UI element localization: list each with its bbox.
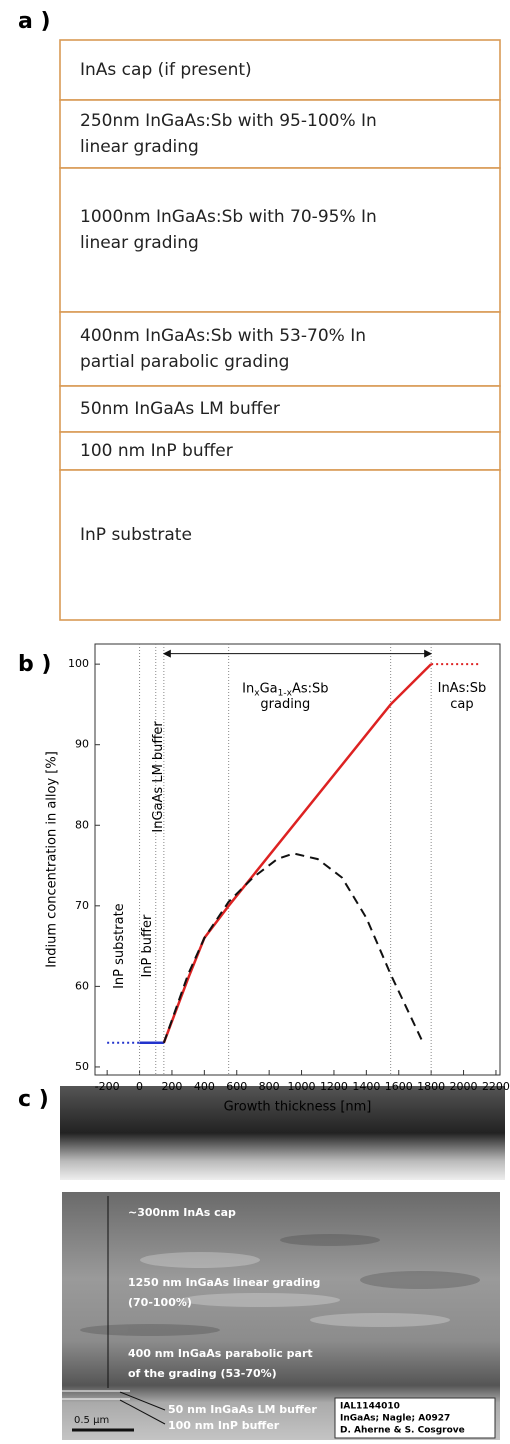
x-tick-label: 600 — [226, 1080, 247, 1093]
tem-annotation: (70-100%) — [128, 1296, 192, 1309]
layer-text: partial parabolic grading — [80, 352, 289, 372]
tem-annotation: 1250 nm InGaAs linear grading — [128, 1276, 320, 1289]
layer-text: 250nm InGaAs:Sb with 95-100% In — [80, 111, 377, 131]
x-tick-label: 1000 — [288, 1080, 316, 1093]
credit-text: InGaAs; Nagle; A0927 — [340, 1414, 450, 1424]
annotation: cap — [450, 697, 473, 712]
tem-annotation: of the grading (53-70%) — [128, 1367, 277, 1380]
x-tick-label: 1400 — [352, 1080, 380, 1093]
y-tick-label: 60 — [75, 979, 89, 992]
layer-text: 100 nm InP buffer — [80, 441, 233, 461]
layer — [59, 99, 501, 169]
tem-texture — [80, 1234, 480, 1336]
annotation-part: x — [254, 688, 260, 698]
panel-label: a ) — [18, 9, 51, 34]
y-tick-label: 90 — [75, 738, 89, 751]
x-tick-label: 1200 — [320, 1080, 348, 1093]
panel-label: c ) — [18, 1087, 49, 1112]
annotation: InP buffer — [140, 914, 155, 977]
annotation: InP substrate — [112, 903, 127, 989]
layer-text: InP substrate — [80, 525, 192, 545]
tem-annotation: 50 nm InGaAs LM buffer — [168, 1403, 317, 1416]
tem-top-strip — [60, 1086, 505, 1180]
credit-text: IAL1144010 — [340, 1402, 400, 1412]
layer — [59, 385, 501, 433]
credit-text: D. Aherne & S. Cosgrove — [340, 1426, 465, 1436]
x-tick-label: 0 — [136, 1080, 143, 1093]
annotation: grading — [260, 697, 310, 712]
layer — [59, 431, 501, 471]
panel-label: b ) — [18, 652, 51, 677]
layer-text: InAs cap (if present) — [80, 60, 252, 80]
x-tick-label: 2000 — [450, 1080, 478, 1093]
x-tick-label: 800 — [259, 1080, 280, 1093]
y-axis-title: Indium concentration in alloy [%] — [45, 751, 60, 968]
annotation-part: As:Sb — [292, 681, 329, 696]
series-line — [162, 663, 433, 1044]
layer-text: 400nm InGaAs:Sb with 53-70% In — [80, 326, 366, 346]
layer-text: 50nm InGaAs LM buffer — [80, 399, 280, 419]
y-tick-label: 70 — [75, 899, 89, 912]
layer-text: 1000nm InGaAs:Sb with 70-95% In — [80, 207, 377, 227]
annotation: InGaAs LM buffer — [151, 721, 166, 833]
y-tick-label: 80 — [75, 818, 89, 831]
y-tick-label: 50 — [75, 1060, 89, 1073]
annotation-part: In — [242, 681, 254, 696]
annotation-part: Ga — [260, 681, 278, 696]
x-tick-label: 200 — [161, 1080, 182, 1093]
tem-annotation: ~300nm InAs cap — [128, 1206, 236, 1219]
tem-annotation: 100 nm InP buffer — [168, 1419, 280, 1432]
credit-box — [334, 1397, 496, 1439]
layer — [59, 311, 501, 387]
pointer — [119, 1391, 166, 1411]
annotation: InxGa1-xAs:Sb — [242, 681, 328, 698]
x-tick-label: 400 — [194, 1080, 215, 1093]
x-tick-label: -200 — [95, 1080, 120, 1093]
pointer — [119, 1399, 166, 1425]
layer-text: linear grading — [80, 137, 199, 157]
annotation: InAs:Sb — [438, 681, 487, 696]
plot-frame — [94, 643, 501, 1076]
annotation-part: 1-x — [278, 688, 293, 698]
tem-annotation: 400 nm InGaAs parabolic part — [128, 1347, 313, 1360]
x-tick-label: 2200 — [482, 1080, 510, 1093]
series-line — [162, 852, 424, 1044]
layer — [59, 167, 501, 313]
x-tick-label: 1800 — [417, 1080, 445, 1093]
y-tick-label: 100 — [68, 657, 89, 670]
scale-label: 0.5 µm — [74, 1415, 109, 1426]
layer — [59, 469, 501, 621]
x-axis-title: Growth thickness [nm] — [224, 1100, 372, 1115]
layer-text: linear grading — [80, 233, 199, 253]
x-tick-label: 1600 — [385, 1080, 413, 1093]
